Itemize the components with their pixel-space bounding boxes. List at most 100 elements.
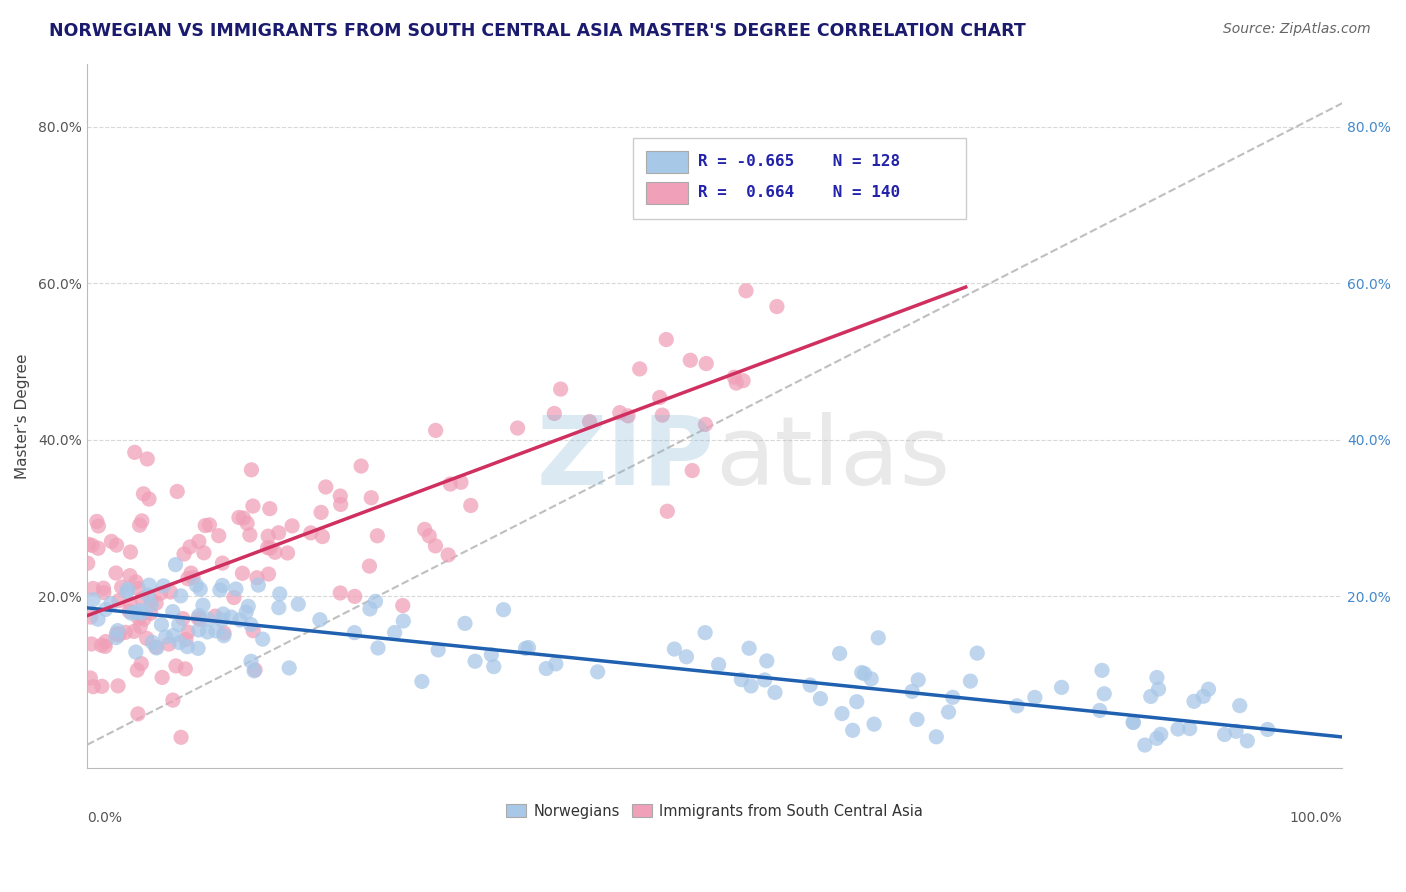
Point bbox=[329, 489, 352, 503]
Text: Source: ZipAtlas.com: Source: ZipAtlas.com bbox=[1223, 22, 1371, 37]
Point bbox=[87, 541, 110, 556]
Point bbox=[1005, 698, 1028, 713]
Point bbox=[219, 610, 242, 624]
Point bbox=[212, 626, 235, 640]
Point bbox=[167, 617, 190, 632]
Point bbox=[162, 628, 184, 642]
Point bbox=[851, 665, 873, 680]
Point bbox=[418, 529, 440, 543]
Point bbox=[176, 640, 198, 654]
Point bbox=[252, 632, 274, 647]
Point bbox=[315, 480, 337, 494]
Point bbox=[187, 623, 209, 637]
Point bbox=[212, 607, 235, 621]
Point bbox=[733, 374, 755, 388]
Point bbox=[655, 333, 678, 347]
Point bbox=[454, 616, 477, 631]
Point bbox=[578, 415, 600, 429]
Point bbox=[145, 640, 167, 654]
Point bbox=[117, 582, 139, 596]
Point bbox=[959, 674, 981, 689]
Point bbox=[238, 599, 260, 614]
Point bbox=[107, 679, 129, 693]
Point bbox=[105, 631, 128, 645]
Point bbox=[186, 578, 208, 592]
Point bbox=[517, 640, 540, 655]
Point bbox=[628, 362, 651, 376]
Point bbox=[131, 591, 153, 606]
Point bbox=[197, 624, 219, 639]
Text: ZIP: ZIP bbox=[537, 412, 714, 505]
Point bbox=[162, 693, 184, 707]
Point bbox=[236, 516, 259, 531]
Point bbox=[100, 597, 122, 611]
Point bbox=[439, 477, 461, 491]
Point bbox=[366, 529, 388, 543]
Point bbox=[191, 598, 214, 612]
Point bbox=[740, 679, 762, 693]
Point bbox=[309, 613, 332, 627]
Point bbox=[128, 518, 150, 533]
Point bbox=[94, 640, 117, 654]
Point bbox=[94, 634, 117, 648]
Point bbox=[281, 519, 304, 533]
Point bbox=[177, 572, 200, 586]
Point bbox=[681, 464, 703, 478]
Point bbox=[145, 596, 167, 610]
FancyBboxPatch shape bbox=[645, 182, 689, 204]
Text: atlas: atlas bbox=[714, 412, 950, 505]
Point bbox=[425, 424, 447, 438]
Point bbox=[212, 629, 235, 643]
Y-axis label: Master's Degree: Master's Degree bbox=[15, 353, 30, 479]
Point bbox=[120, 545, 142, 559]
Point bbox=[1091, 664, 1114, 678]
Point bbox=[543, 407, 565, 421]
Point bbox=[127, 706, 149, 721]
Point bbox=[193, 546, 215, 560]
Point bbox=[942, 690, 965, 705]
Point bbox=[80, 637, 103, 651]
Point bbox=[367, 640, 389, 655]
Point bbox=[360, 491, 382, 505]
Point bbox=[242, 624, 264, 638]
Point bbox=[831, 706, 853, 721]
Point bbox=[90, 679, 112, 693]
Point bbox=[1257, 723, 1279, 737]
Point bbox=[264, 545, 287, 559]
Point bbox=[80, 538, 103, 552]
Point bbox=[1050, 681, 1073, 695]
Point bbox=[277, 546, 299, 560]
Point bbox=[188, 582, 211, 597]
Point bbox=[1236, 734, 1258, 748]
Point bbox=[1213, 727, 1236, 741]
Point bbox=[162, 605, 184, 619]
Point bbox=[87, 519, 110, 533]
Point bbox=[93, 585, 115, 599]
Point bbox=[725, 376, 748, 390]
Point bbox=[159, 585, 181, 599]
Point bbox=[246, 571, 269, 585]
Point bbox=[138, 578, 160, 592]
Point bbox=[267, 525, 290, 540]
Point bbox=[204, 609, 226, 624]
Point bbox=[222, 591, 245, 605]
Point bbox=[118, 604, 141, 618]
Point bbox=[122, 624, 145, 639]
Point bbox=[100, 534, 122, 549]
Point bbox=[135, 632, 157, 646]
Point bbox=[479, 648, 502, 662]
Point bbox=[121, 607, 143, 621]
Point bbox=[907, 673, 929, 687]
Point bbox=[863, 717, 886, 731]
Point bbox=[256, 541, 278, 555]
Point bbox=[1139, 690, 1161, 704]
Point bbox=[132, 487, 155, 501]
Point bbox=[299, 525, 322, 540]
Point bbox=[86, 515, 108, 529]
Point bbox=[287, 597, 309, 611]
Point bbox=[359, 602, 381, 616]
Point bbox=[384, 625, 406, 640]
Point bbox=[1150, 727, 1173, 741]
Point bbox=[648, 391, 671, 405]
Point bbox=[152, 579, 174, 593]
